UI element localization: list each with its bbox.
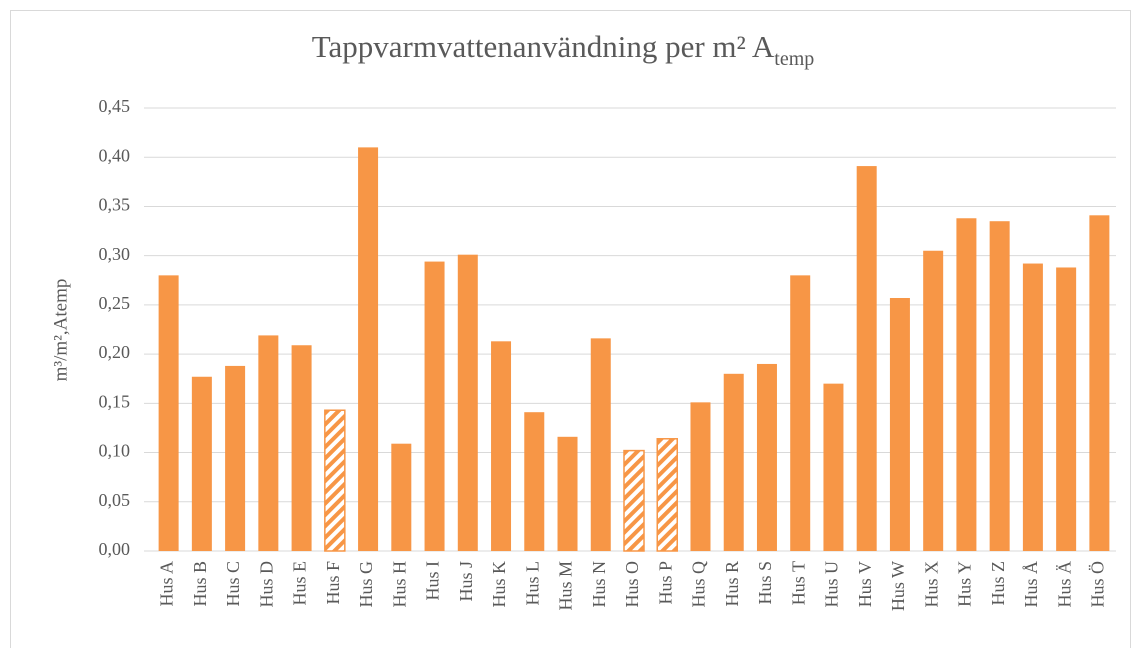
x-tick-label: Hus O: [622, 561, 642, 608]
bar: [923, 250, 944, 551]
x-tick-label: Hus M: [556, 561, 576, 611]
x-tick-label: Hus G: [356, 561, 376, 608]
x-tick-label: Hus V: [855, 561, 875, 607]
x-tick-label: Hus J: [456, 561, 476, 602]
x-tick-label: Hus C: [223, 561, 243, 607]
bar: [656, 438, 678, 552]
y-tick-label: 0,15: [99, 391, 131, 411]
bar: [756, 363, 777, 551]
bar: [989, 221, 1010, 551]
bar: [524, 412, 545, 551]
x-tick-label: Hus W: [888, 561, 908, 611]
x-tick-label: Hus Q: [689, 561, 709, 608]
x-tick-label: Hus X: [921, 561, 941, 608]
y-tick-label: 0,25: [99, 293, 131, 313]
bar: [457, 254, 478, 551]
x-tick-label: Hus F: [323, 561, 343, 605]
y-tick-label: 0,45: [99, 96, 131, 116]
x-tick-label: Hus R: [722, 561, 742, 607]
x-tick-label: Hus Ä: [1054, 561, 1074, 608]
bar: [557, 436, 578, 551]
y-tick-label: 0,20: [99, 342, 131, 362]
bar: [158, 275, 179, 551]
x-tick-label: Hus U: [822, 561, 842, 608]
bar: [225, 365, 246, 551]
x-tick-label: Hus B: [190, 561, 210, 607]
bar: [790, 275, 811, 551]
bar: [491, 341, 512, 551]
bar: [690, 402, 711, 551]
x-tick-label: Hus L: [522, 561, 542, 606]
bar: [856, 166, 877, 552]
bar: [823, 383, 844, 551]
x-tick-label: Hus P: [655, 561, 675, 605]
x-tick-label: Hus Y: [955, 561, 975, 607]
bar: [324, 409, 346, 552]
chart-title: Tappvarmvattenanvändning per m² Atemp: [312, 29, 815, 69]
x-tick-label: Hus S: [755, 561, 775, 605]
y-tick-label: 0,40: [99, 145, 131, 165]
bar: [424, 261, 445, 551]
bar: [956, 218, 977, 551]
y-axis-label: m³/m²,Atemp: [50, 279, 71, 382]
x-tick-label: Hus Å: [1021, 561, 1041, 608]
x-tick-label: Hus H: [389, 561, 409, 608]
x-tick-label: Hus I: [423, 561, 443, 601]
x-tick-label: Hus N: [589, 561, 609, 608]
x-tick-label: Hus D: [256, 561, 276, 608]
x-tick-label: Hus A: [157, 561, 177, 607]
bar: [258, 335, 279, 551]
bar: [191, 376, 212, 551]
y-tick-label: 0,05: [99, 490, 131, 510]
x-tick-label: Hus K: [489, 561, 509, 608]
bar: [291, 345, 312, 551]
x-tick-label: Hus T: [788, 561, 808, 605]
y-tick-label: 0,00: [99, 539, 131, 559]
bar: [358, 147, 379, 551]
x-tick-label: Hus Ö: [1088, 561, 1108, 608]
bar: [1056, 267, 1077, 551]
bar: [391, 443, 412, 551]
bar: [623, 449, 645, 552]
bar: [889, 297, 910, 551]
bar: [723, 373, 744, 551]
bar: [1022, 263, 1043, 551]
y-tick-label: 0,10: [99, 441, 131, 461]
bar: [590, 338, 611, 551]
y-tick-label: 0,35: [99, 195, 131, 215]
y-tick-label: 0,30: [99, 244, 131, 264]
bar: [1089, 215, 1110, 551]
x-tick-label: Hus E: [290, 561, 310, 606]
x-tick-label: Hus Z: [988, 561, 1008, 606]
